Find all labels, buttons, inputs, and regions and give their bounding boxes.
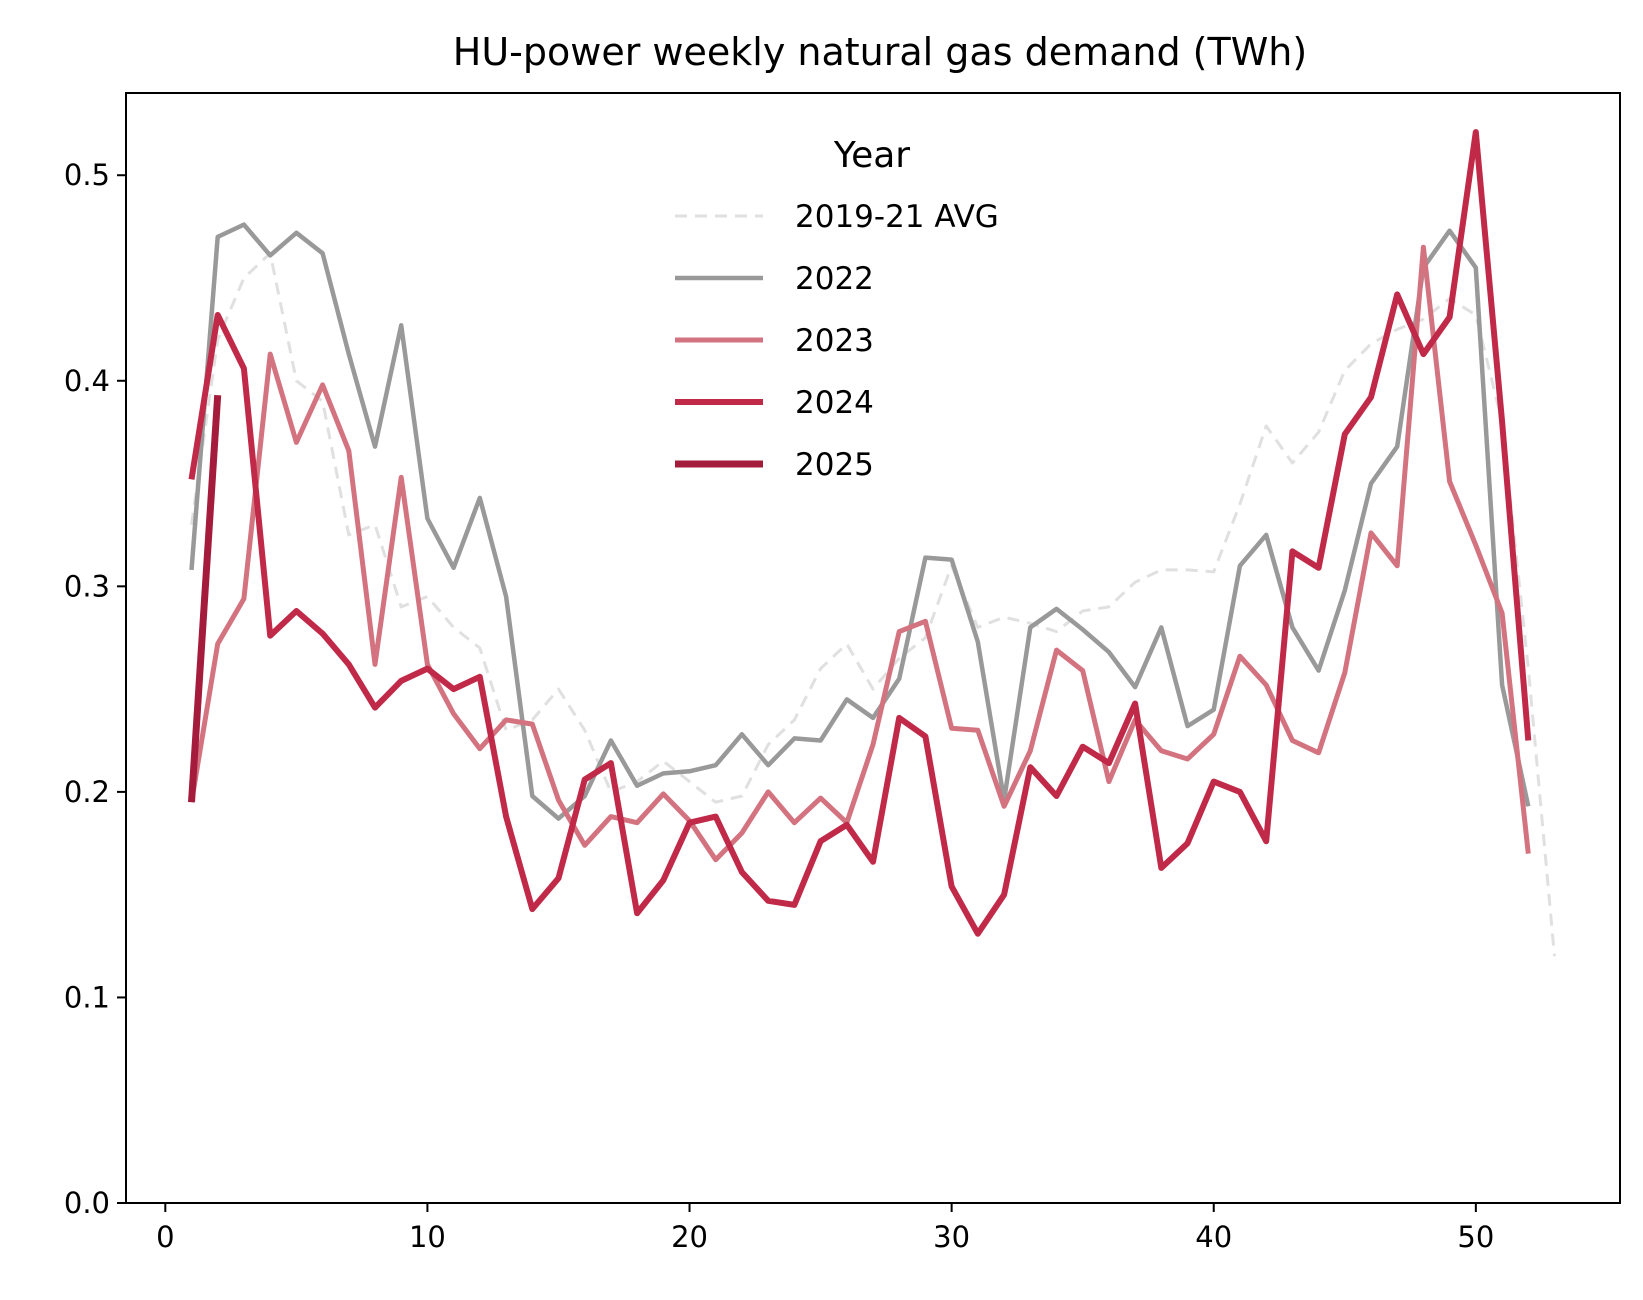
x-tick-label: 40 <box>1195 1220 1232 1254</box>
y-axis: 0.0 0.1 0.2 0.3 0.4 0.5 <box>64 158 126 1220</box>
x-axis: 0 10 20 30 40 50 <box>156 1203 1494 1254</box>
series-line-2023 <box>189 244 1531 863</box>
x-tick-label: 50 <box>1457 1220 1494 1254</box>
y-tick-label: 0.3 <box>64 569 110 603</box>
y-tick-label: 0.5 <box>64 158 110 192</box>
legend-label: 2022 <box>795 261 874 297</box>
x-tick-label: 20 <box>671 1220 708 1254</box>
axes-frame <box>125 92 1621 1204</box>
legend-title: Year <box>833 135 910 176</box>
x-tick-label: 30 <box>933 1220 970 1254</box>
plot-area <box>125 92 1621 1204</box>
series-layer <box>188 129 1556 957</box>
legend-label: 2025 <box>795 447 874 483</box>
series-line-2022 <box>189 222 1531 821</box>
series-line-2025 <box>188 394 222 803</box>
y-tick-label: 0.0 <box>64 1186 110 1220</box>
series-line-2024 <box>188 129 1532 937</box>
legend-label: 2023 <box>795 323 874 359</box>
y-tick-label: 0.2 <box>64 775 110 809</box>
chart-title: HU-power weekly natural gas demand (TWh) <box>453 30 1307 74</box>
y-tick-label: 0.4 <box>64 364 110 398</box>
legend-label: 2024 <box>795 385 874 421</box>
legend-label: 2019-21 AVG <box>795 199 999 235</box>
y-tick-label: 0.1 <box>64 980 110 1014</box>
legend: Year 2019-21 AVG 2022 2023 2024 2025 <box>675 135 999 483</box>
x-tick-label: 10 <box>409 1220 446 1254</box>
x-tick-label: 0 <box>156 1220 174 1254</box>
